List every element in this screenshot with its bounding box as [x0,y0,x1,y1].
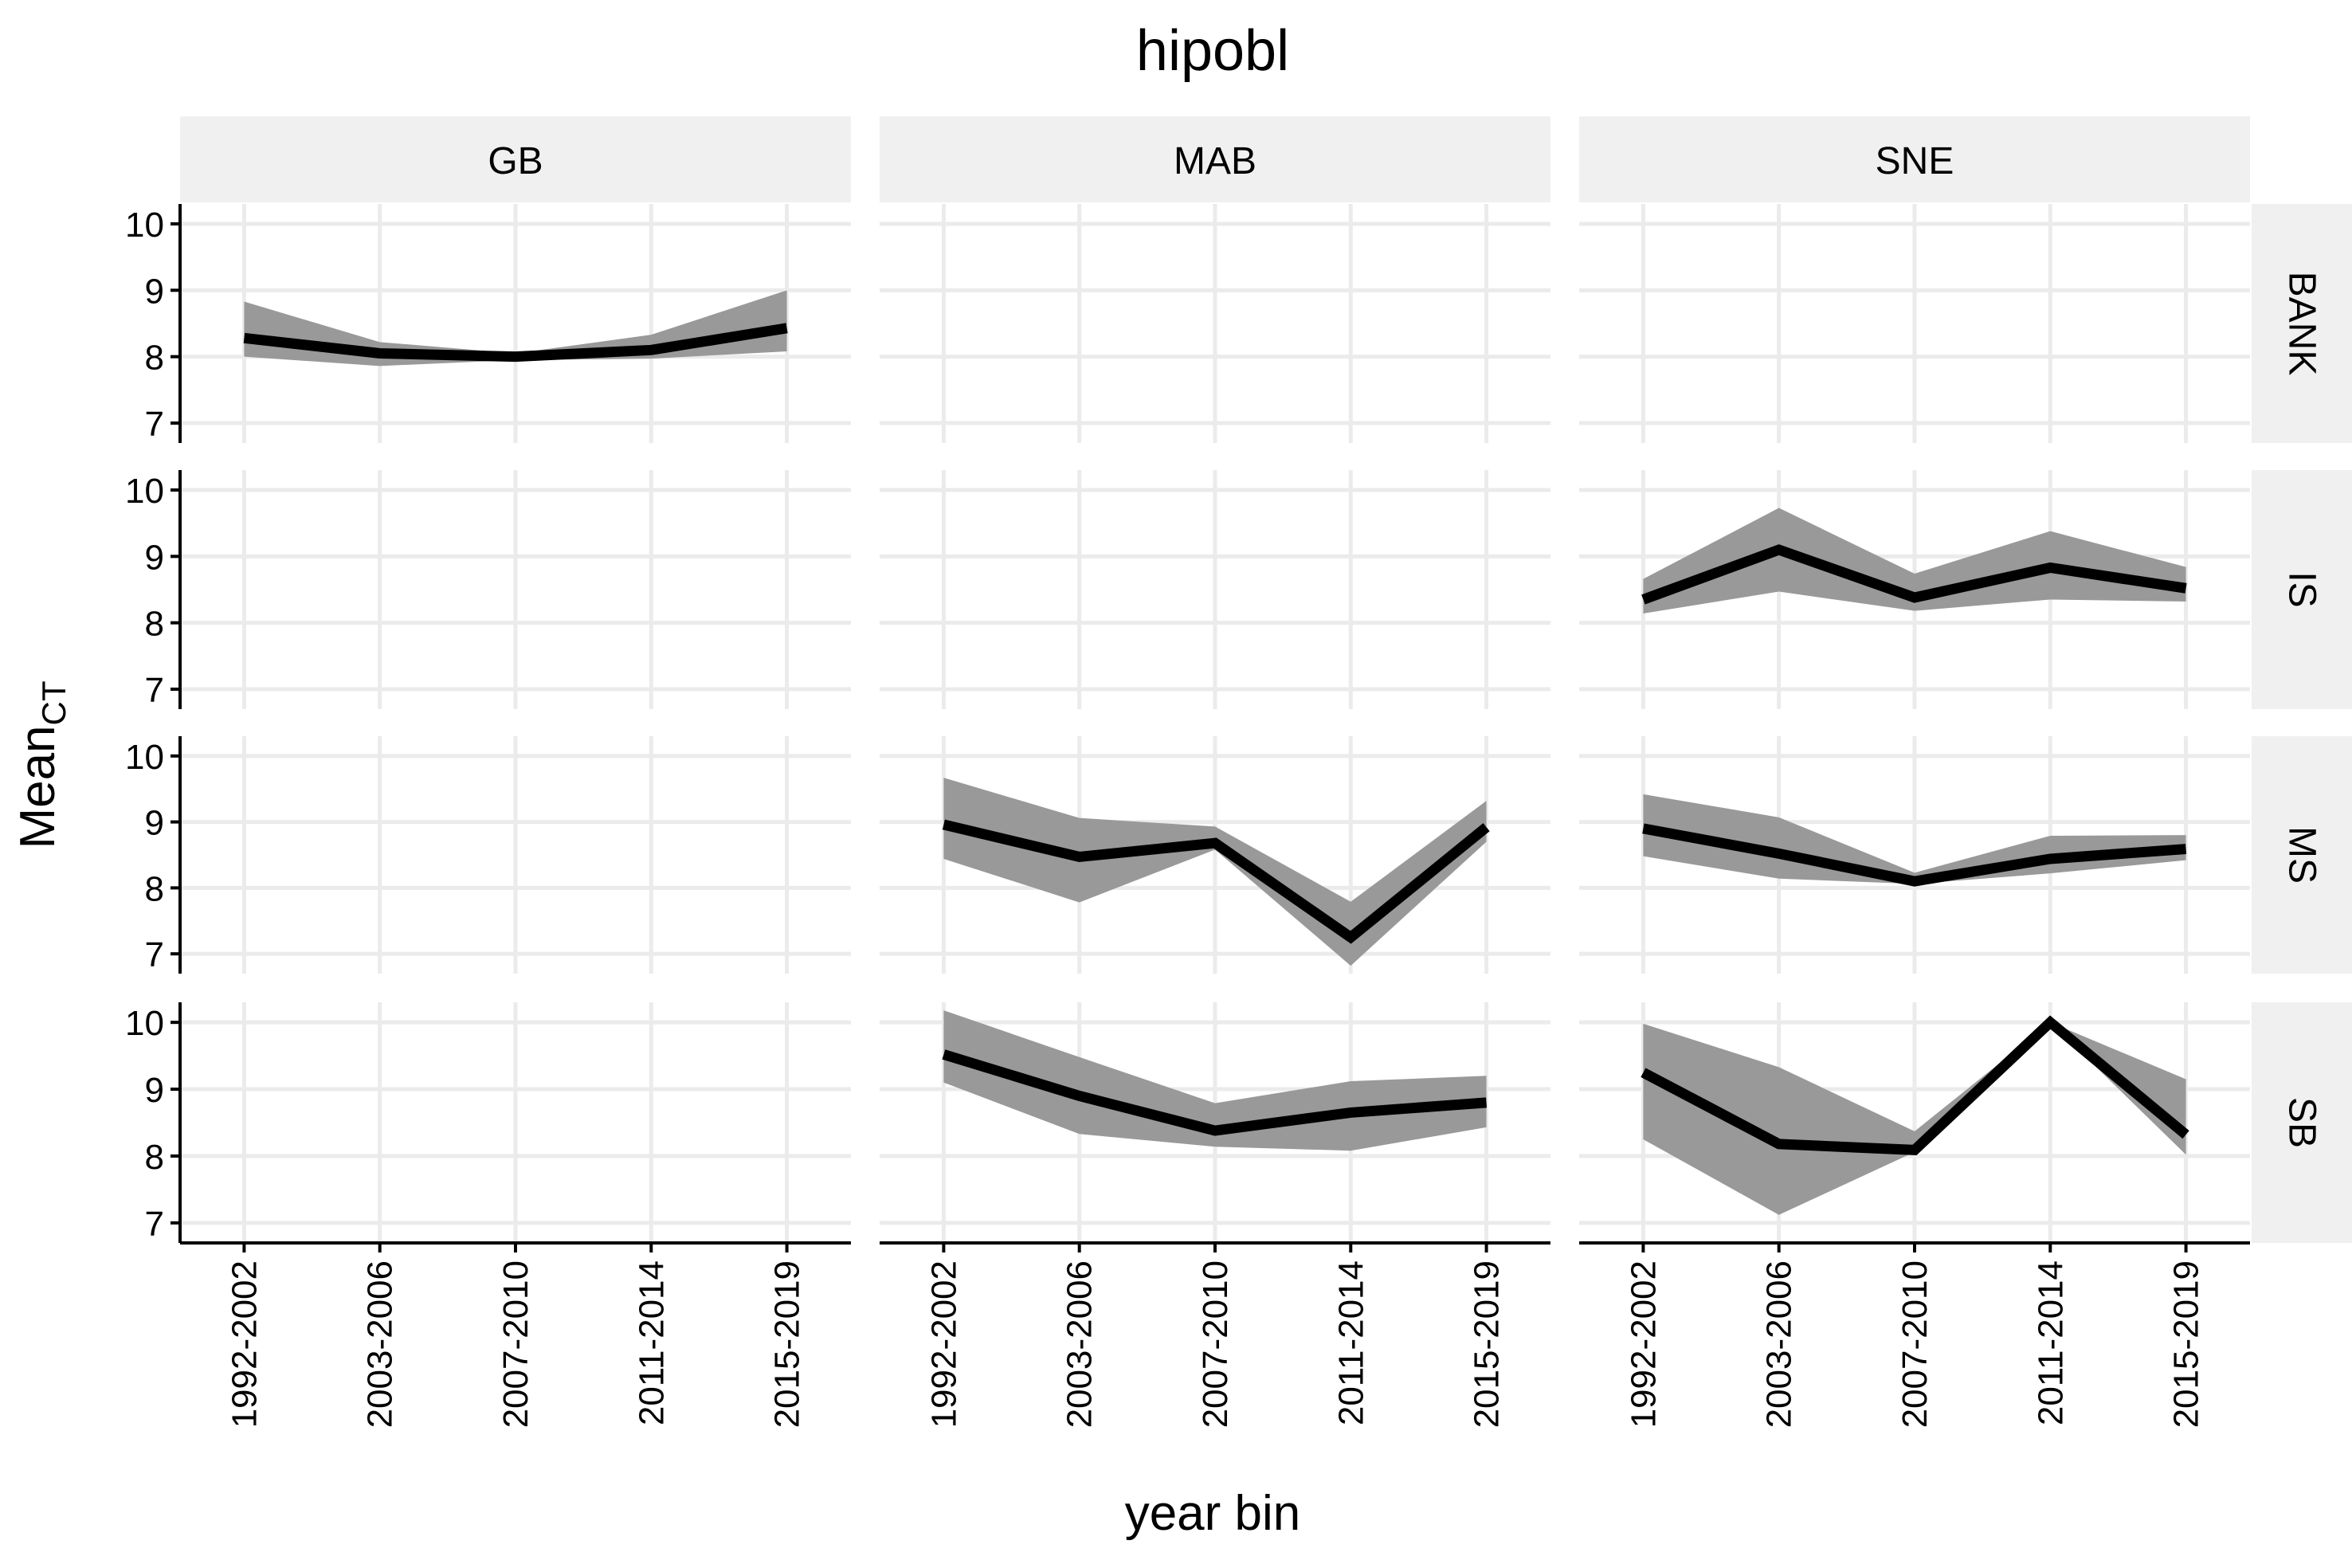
mean-line-sne-ms [1642,823,2187,887]
x-tick-label: 1992-2002 [1624,1260,1663,1428]
row-strip-label-ms: MS [2281,826,2323,884]
y-axis-title-main: Mean [10,725,65,849]
ribbon-sne-sb [1643,1022,2186,1215]
mean-line-sne-is [1641,544,2187,605]
row-strip-is [2252,470,2352,709]
y-tick-label: 10 [125,206,164,245]
x-tick-label: 1992-2002 [924,1260,963,1428]
line-layer [243,323,2189,1156]
y-tick-label: 8 [145,605,164,644]
y-tick-label: 10 [125,1004,164,1043]
y-axis-title: MeanCT [10,680,73,849]
x-tick-label: 2011-2014 [2031,1260,2070,1425]
mean-line-mab-sb [942,1049,1488,1136]
y-tick-label: 9 [145,538,164,577]
y-tick-label: 8 [145,869,164,908]
ribbon-mab-ms [943,778,1487,966]
x-tick-label: 2007-2010 [1196,1260,1235,1428]
mean-line-mab-ms [942,819,1490,944]
y-tick-label: 8 [145,1138,164,1177]
row-strip-label-is: IS [2281,571,2323,607]
column-strip-label-gb: GB [488,140,543,182]
y-tick-label: 9 [145,1071,164,1110]
y-tick-label: 10 [125,738,164,777]
y-tick-label: 9 [145,272,164,311]
x-tick-label: 2011-2014 [632,1260,671,1425]
column-strip-sne [1579,116,2250,202]
y-tick-label: 7 [145,1205,164,1244]
y-axis-title-subscript: CT [35,680,73,725]
column-strip-gb [180,116,851,202]
y-tick-label: 9 [145,804,164,843]
mean-line-sne-sb [1641,1015,2189,1156]
y-tick-label: 8 [145,339,164,378]
x-tick-label: 2007-2010 [496,1260,535,1428]
mean-line-gb-bank [243,323,788,363]
x-axis-title: year bin [1125,1486,1301,1541]
row-strip-sb [2252,1002,2352,1243]
column-strip-mab [880,116,1550,202]
y-tick-label: 7 [145,935,164,974]
x-tick-label: 1992-2002 [225,1260,264,1428]
x-tick-label: 2015-2019 [768,1260,807,1428]
y-tick-label: 7 [145,405,164,444]
ribbon-sne-is [1643,508,2186,613]
y-tick-label: 7 [145,671,164,710]
x-tick-label: 2011-2014 [1331,1260,1370,1425]
column-strip-label-sne: SNE [1876,140,1954,182]
row-strip-label-sb: SB [2281,1097,2323,1148]
x-tick-label: 2003-2006 [1060,1260,1100,1428]
x-tick-label: 2015-2019 [2167,1260,2206,1428]
y-tick-label: 10 [125,472,164,511]
x-tick-label: 2003-2006 [361,1260,400,1428]
x-tick-label: 2015-2019 [1468,1260,1507,1428]
axis-layer: 7 8 9 10 7 8 9 10 7 8 9 10 7 8 9 10 1992-2002 2003-2006 20… [125,204,2250,1428]
column-strip-label-mab: MAB [1174,140,1256,182]
x-tick-label: 2007-2010 [1895,1260,1935,1428]
row-strip-label-bank: BANK [2281,272,2323,376]
row-strip-ms [2252,736,2352,974]
row-strip-bank [2252,204,2352,443]
x-tick-label: 2003-2006 [1760,1260,1799,1428]
chart-title: hipobl [1136,19,1289,83]
strip-layer: GB MAB SNE BANK IS MS SB [180,116,2352,1243]
